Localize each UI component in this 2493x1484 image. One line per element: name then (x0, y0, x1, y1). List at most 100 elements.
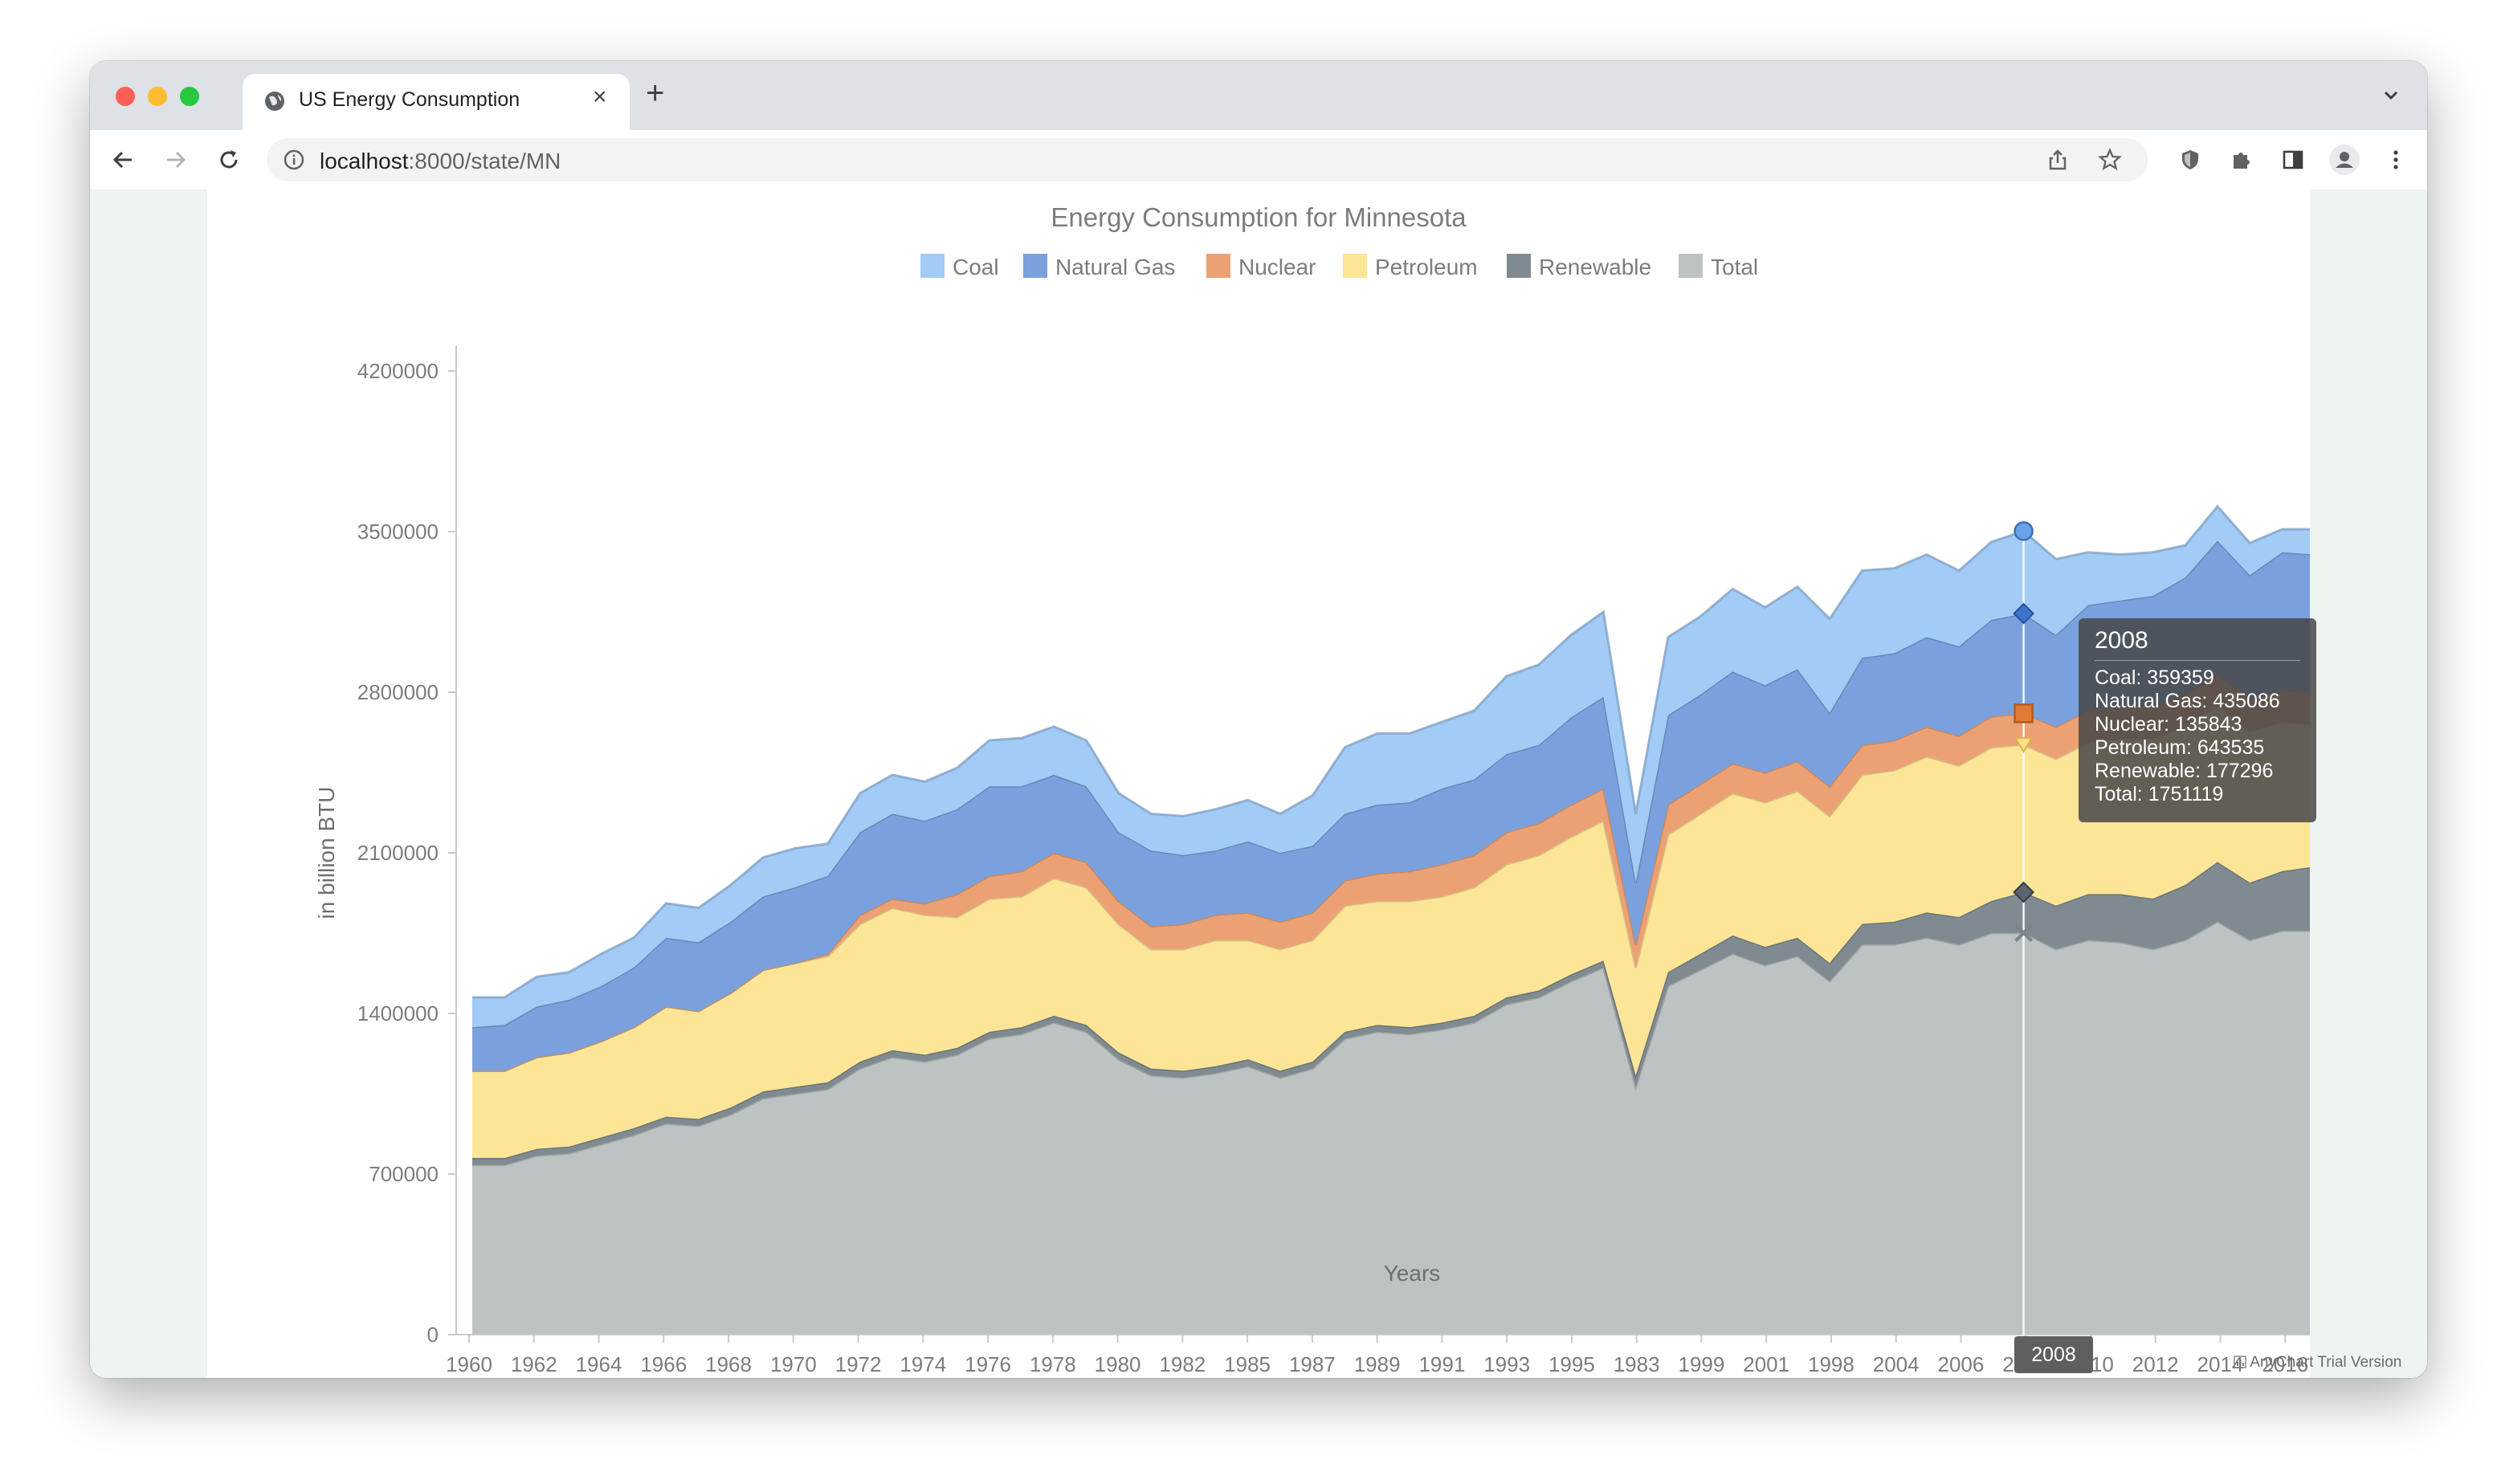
x-tick-label: 2012 (2132, 1352, 2179, 1376)
x-tick-label: 2016 (2262, 1352, 2308, 1376)
tooltip-separator (2095, 660, 2300, 661)
share-icon[interactable] (2046, 149, 2069, 171)
minimize-window-button[interactable] (148, 87, 167, 106)
star-icon[interactable] (2098, 148, 2122, 172)
tooltip-line-natural-gas: Natural Gas: 435086 (2095, 690, 2280, 712)
chart-tooltip: 2008 Coal: 359359 Natural Gas: 435086 Nu… (2079, 618, 2316, 822)
y-tick-label: 3500000 (357, 520, 439, 544)
y-tick-label: 4200000 (357, 359, 439, 383)
puzzle-icon[interactable] (2226, 145, 2257, 175)
x-tick-label: 1998 (1808, 1352, 1854, 1376)
chevron-down-icon[interactable] (2381, 85, 2401, 106)
hover-marker-nuclear (2014, 703, 2034, 724)
legend-swatch-nuclear (1206, 254, 1230, 278)
area-coal (472, 506, 2310, 1028)
x-tick-label: 1991 (1418, 1352, 1465, 1376)
energy-area-chart[interactable]: Energy Consumption for Minnesota Coal Natu… (207, 190, 2310, 1378)
y-axis-title: in billion BTU (314, 787, 339, 919)
tab-strip: US Energy Consumption × + (90, 61, 2427, 130)
kebab-menu-icon[interactable] (2381, 145, 2411, 175)
x-tick-label: 1974 (900, 1352, 946, 1376)
x-tick-label: 1978 (1030, 1352, 1076, 1376)
sidebar-icon[interactable] (2278, 145, 2308, 175)
close-icon[interactable]: × (593, 84, 607, 110)
url-text: localhost:8000/state/MN (320, 149, 561, 174)
x-tick-label: 1960 (446, 1352, 492, 1376)
crosshair-x-label: 2008 (2014, 1336, 2093, 1373)
x-tick-label: 1993 (1483, 1352, 1530, 1376)
x-tick-label: 1972 (835, 1352, 882, 1376)
hover-marker-natural-gas (2013, 602, 2035, 625)
x-tick-label: 1989 (1354, 1352, 1401, 1376)
legend-label-nuclear: Nuclear (1238, 255, 1316, 279)
legend-label-petroleum: Petroleum (1375, 255, 1478, 279)
zoom-window-button[interactable] (180, 87, 199, 106)
address-bar[interactable]: localhost:8000/state/MN (267, 138, 2148, 181)
area-petroleum (472, 706, 2310, 1158)
info-icon[interactable] (283, 149, 305, 171)
legend-swatch-renewable (1507, 254, 1531, 278)
area-natural-gas (472, 540, 2310, 1071)
hover-marker-renewable (2013, 881, 2035, 903)
y-tick-label: 0 (427, 1323, 439, 1347)
x-tick-label: 1985 (1224, 1352, 1271, 1376)
legend-swatch-total (1679, 254, 1703, 278)
back-arrow-icon[interactable] (108, 145, 138, 175)
x-axis-title: Years (1384, 1261, 1441, 1286)
x-tick-label: 1968 (705, 1352, 752, 1376)
tooltip-line-renewable: Renewable: 177296 (2095, 760, 2274, 782)
legend-swatch-petroleum (1343, 254, 1367, 278)
credit-text: AnyChart Trial Version (2250, 1354, 2402, 1371)
area-nuclear (472, 674, 2310, 1071)
y-tick-label: 700000 (369, 1162, 439, 1186)
x-tick-label: 1999 (1678, 1352, 1724, 1376)
hover-marker-petroleum (2014, 737, 2034, 754)
legend-label-renewable: Renewable (1539, 255, 1651, 279)
area-total (472, 921, 2310, 1335)
forward-arrow-icon[interactable] (161, 145, 191, 175)
x-tick-label: 1995 (1548, 1352, 1595, 1376)
tooltip-line-coal: Coal: 359359 (2095, 667, 2214, 689)
tooltip-line-petroleum: Petroleum: 643535 (2095, 736, 2265, 759)
chart-logo-icon (2234, 1356, 2246, 1368)
browser-tab[interactable]: US Energy Consumption × (243, 74, 630, 130)
legend-swatch-coal (920, 254, 945, 278)
hover-marker-total (2014, 923, 2034, 943)
url-host: localhost (320, 149, 409, 173)
x-tick-label: 1980 (1095, 1352, 1141, 1376)
x-tick-label: 2004 (1873, 1352, 1920, 1376)
area-edge-coal (472, 504, 2310, 999)
avatar-icon[interactable] (2329, 145, 2360, 175)
x-tick-label: 2006 (1938, 1352, 1985, 1376)
hover-marker-coal (2014, 521, 2034, 541)
x-tick-label: 1970 (770, 1352, 817, 1376)
legend-label-natural-gas: Natural Gas (1055, 255, 1175, 279)
legend-label-total: Total (1711, 255, 1758, 279)
tooltip-line-total: Total: 1751119 (2095, 783, 2224, 805)
globe-icon (265, 92, 284, 111)
y-tick-label: 2100000 (357, 841, 439, 865)
x-tick-label: 1964 (576, 1352, 622, 1376)
legend-swatch-natural-gas (1023, 254, 1047, 278)
plus-icon[interactable]: + (646, 75, 665, 111)
shield-icon[interactable] (2175, 145, 2205, 175)
tab-title: US Energy Consumption (299, 88, 520, 111)
x-tick-label: 1962 (511, 1352, 557, 1376)
x-tick-label: 1983 (1614, 1352, 1660, 1376)
x-tick-label: 1966 (640, 1352, 687, 1376)
close-window-button[interactable] (116, 87, 135, 106)
page-content: Energy Consumption for Minnesota Coal Natu… (90, 190, 2427, 1378)
browser-toolbar: localhost:8000/state/MN (90, 130, 2427, 190)
tooltip-title: 2008 (2095, 627, 2148, 654)
reload-icon[interactable] (214, 145, 244, 175)
x-tick-label: 2001 (1743, 1352, 1789, 1376)
x-tick-label: 1987 (1289, 1352, 1336, 1376)
y-tick-label: 1400000 (357, 1001, 439, 1025)
x-tick-label: 1976 (965, 1352, 1011, 1376)
y-tick-label: 2800000 (357, 680, 439, 704)
x-tick-label: 1982 (1159, 1352, 1206, 1376)
legend-label-coal: Coal (953, 255, 999, 279)
url-path: :8000/state/MN (408, 149, 561, 173)
browser-window: US Energy Consumption × + localhost:8000… (90, 61, 2427, 1378)
credit-label: AnyChart Trial Version (2234, 1354, 2401, 1372)
